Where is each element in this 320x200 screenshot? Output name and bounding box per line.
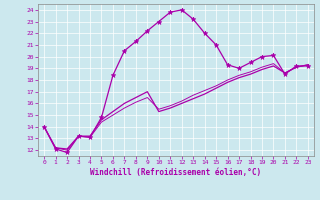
X-axis label: Windchill (Refroidissement éolien,°C): Windchill (Refroidissement éolien,°C) <box>91 168 261 177</box>
